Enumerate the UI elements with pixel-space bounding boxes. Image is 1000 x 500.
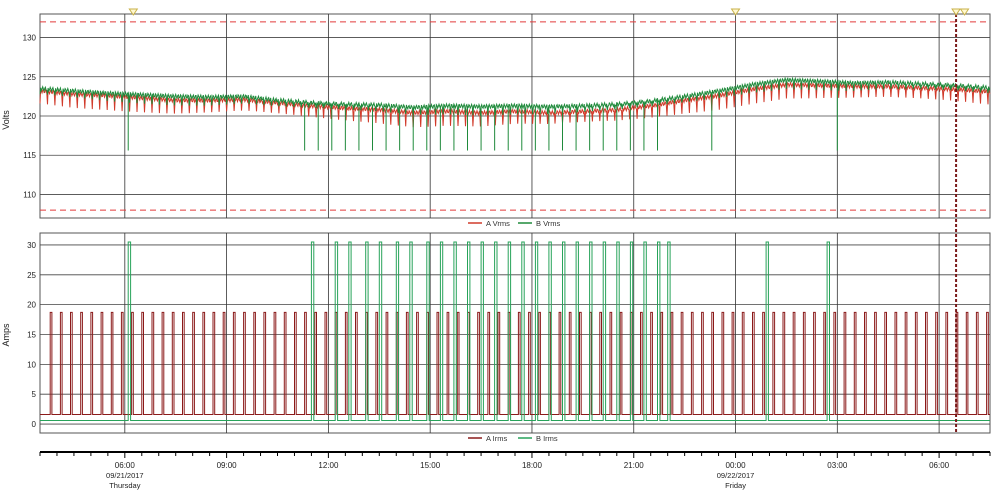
event-marker-triangle[interactable] bbox=[128, 8, 139, 16]
time-day-label: Thursday bbox=[109, 481, 141, 490]
volts-y-tick-label: 130 bbox=[23, 34, 37, 43]
amps-y-tick-label: 30 bbox=[27, 241, 36, 250]
volts-y-tick-label: 115 bbox=[23, 151, 36, 160]
volts-panel: 110 115 120 125 130 Volts A Vrms B Vrms bbox=[1, 13, 991, 228]
time-tick-label: 03:00 bbox=[827, 461, 848, 470]
legend-label: B Irms bbox=[536, 434, 558, 443]
amps-plot-frame bbox=[39, 232, 991, 434]
volts-limit-lines bbox=[40, 21, 990, 211]
amps-panel: 0 5 10 15 20 25 30 Amps A Irms B Irms bbox=[1, 232, 991, 443]
time-date-label: 09/22/2017 bbox=[717, 471, 755, 480]
event-marker-triangle[interactable] bbox=[951, 8, 962, 16]
series-line-b-irms bbox=[40, 241, 990, 421]
amps-legend: A Irms B Irms bbox=[468, 434, 558, 443]
time-tick-label: 12:00 bbox=[318, 461, 339, 470]
event-marker-triangle[interactable] bbox=[730, 8, 741, 16]
series-line-a-irms bbox=[40, 311, 990, 415]
volts-y-tick-label: 110 bbox=[23, 190, 36, 199]
time-tick-label: 15:00 bbox=[420, 461, 441, 470]
series-line-a-vrms bbox=[39, 81, 991, 128]
time-day-label: Friday bbox=[725, 481, 746, 490]
time-tick-label: 06:00 bbox=[929, 461, 950, 470]
time-tick-label: 00:00 bbox=[726, 461, 747, 470]
amps-y-axis-label: Amps bbox=[1, 323, 11, 347]
volts-y-tick-label: 125 bbox=[23, 73, 37, 82]
amps-y-tick-label: 5 bbox=[32, 390, 37, 399]
amps-y-tick-label: 0 bbox=[32, 420, 37, 429]
amps-series bbox=[40, 241, 990, 421]
amps-y-tick-label: 20 bbox=[27, 301, 36, 310]
time-tick-label: 09:00 bbox=[217, 461, 238, 470]
event-markers bbox=[128, 8, 970, 16]
legend-label: B Vrms bbox=[536, 219, 561, 228]
amps-grid bbox=[40, 233, 990, 433]
amps-y-ticks: 0 5 10 15 20 25 30 bbox=[27, 241, 36, 429]
volts-y-axis-label: Volts bbox=[1, 110, 11, 130]
volts-y-tick-label: 120 bbox=[23, 112, 37, 121]
volts-legend: A Vrms B Vrms bbox=[468, 219, 561, 228]
amps-y-tick-label: 10 bbox=[27, 360, 36, 369]
volts-y-ticks: 110 115 120 125 130 bbox=[23, 34, 37, 200]
legend-label: A Irms bbox=[486, 434, 508, 443]
time-tick-label: 18:00 bbox=[522, 461, 543, 470]
time-tick-label: 21:00 bbox=[624, 461, 645, 470]
amps-y-tick-label: 15 bbox=[27, 330, 36, 339]
amps-y-tick-label: 25 bbox=[27, 271, 36, 280]
time-tick-label: 06:00 bbox=[115, 461, 136, 470]
series-line-b-vrms bbox=[39, 76, 991, 116]
legend-label: A Vrms bbox=[486, 219, 510, 228]
volts-series bbox=[39, 76, 991, 151]
time-date-label: 09/21/2017 bbox=[106, 471, 144, 480]
event-marker-triangle[interactable] bbox=[959, 8, 970, 16]
